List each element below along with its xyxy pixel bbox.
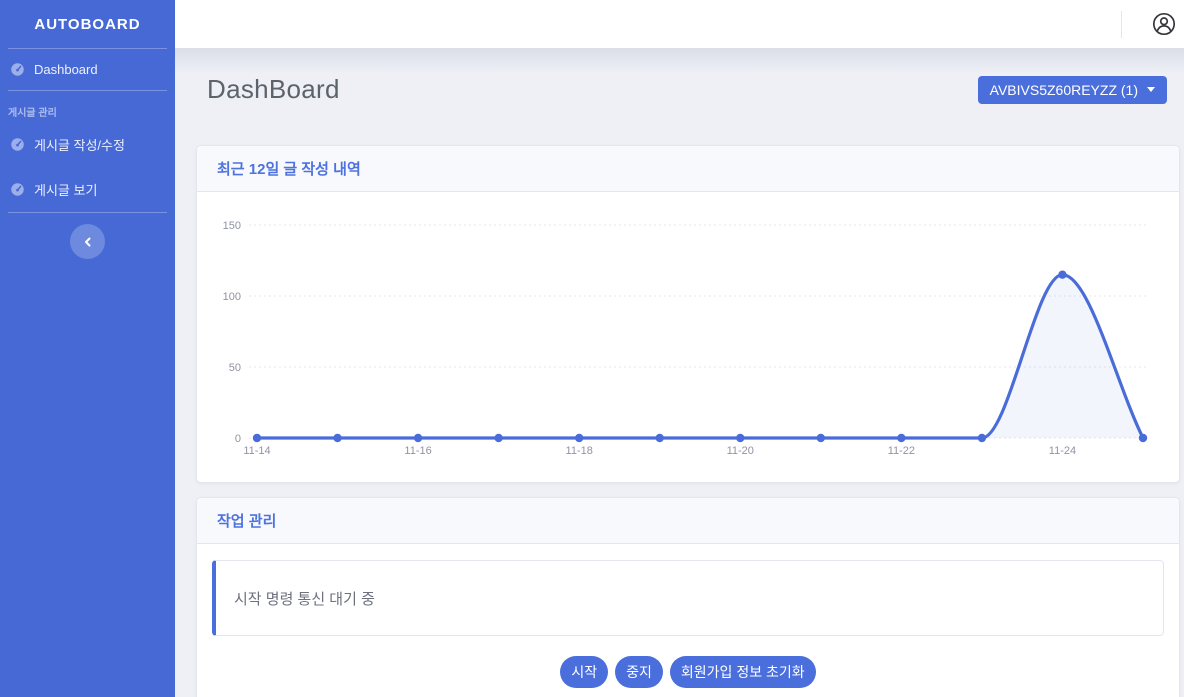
sidebar-item-post-edit[interactable]: 게시글 작성/수정 bbox=[0, 122, 175, 167]
topbar-divider bbox=[1121, 10, 1122, 38]
page-head: DashBoard AVBIVS5Z60REYZZ (1) bbox=[196, 74, 1180, 105]
svg-text:150: 150 bbox=[223, 220, 241, 232]
start-button[interactable]: 시작 bbox=[560, 656, 609, 688]
svg-text:11-24: 11-24 bbox=[1049, 445, 1076, 457]
svg-text:11-16: 11-16 bbox=[404, 445, 431, 457]
recent-posts-card-title: 최근 12일 글 작성 내역 bbox=[197, 146, 1179, 192]
speedometer-icon bbox=[11, 63, 24, 76]
job-management-card-title: 작업 관리 bbox=[197, 498, 1179, 544]
person-circle-icon bbox=[1152, 12, 1176, 36]
posts-line-chart: 0 50 100 150 11-14 11-16 11-18 11-20 11-22 11-24 bbox=[223, 220, 1149, 457]
status-message-box: 시작 명령 통신 대기 중 bbox=[212, 560, 1164, 636]
sidebar-section-label: 게시글 관리 bbox=[8, 108, 57, 119]
sidebar-item-post-view[interactable]: 게시글 보기 bbox=[0, 167, 175, 212]
reset-signup-info-button[interactable]: 회원가입 정보 초기화 bbox=[669, 656, 816, 688]
sidebar-item-label: 게시글 작성/수정 bbox=[34, 138, 125, 153]
sidebar-divider bbox=[8, 48, 167, 49]
job-card-body: 시작 명령 통신 대기 중 시작 중지 회원가입 정보 초기화 bbox=[197, 544, 1179, 697]
sidebar-item-dashboard[interactable]: Dashboard bbox=[0, 49, 175, 90]
sidebar-item-label: Dashboard bbox=[34, 62, 98, 77]
job-buttons-row: 시작 중지 회원가입 정보 초기화 bbox=[212, 656, 1164, 688]
job-management-card: 작업 관리 시작 명령 통신 대기 중 시작 중지 회원가입 정보 초기화 bbox=[196, 497, 1180, 697]
caret-down-icon bbox=[1147, 87, 1155, 92]
status-message: 시작 명령 통신 대기 중 bbox=[234, 590, 375, 608]
svg-text:11-18: 11-18 bbox=[566, 445, 593, 457]
chart-body: 0 50 100 150 11-14 11-16 11-18 11-20 11-22 11-24 bbox=[197, 192, 1179, 482]
sidebar: AUTOBOARD Dashboard 게시글 관리 게시글 작성/수정 bbox=[0, 0, 175, 697]
sidebar-divider bbox=[8, 212, 167, 213]
recent-posts-card: 최근 12일 글 작성 내역 0 50 100 150 11-14 11-16 11-18 1… bbox=[196, 145, 1180, 483]
svg-text:11-14: 11-14 bbox=[243, 445, 270, 457]
account-dropdown-button[interactable]: AVBIVS5Z60REYZZ (1) bbox=[977, 75, 1167, 104]
sidebar-collapse-button[interactable] bbox=[70, 224, 105, 259]
sidebar-item-label: 게시글 보기 bbox=[34, 183, 98, 198]
stop-button[interactable]: 중지 bbox=[615, 656, 663, 688]
account-dropdown-label: AVBIVS5Z60REYZZ (1) bbox=[989, 81, 1138, 98]
svg-text:11-20: 11-20 bbox=[727, 445, 754, 457]
speedometer-icon bbox=[11, 138, 24, 151]
main-content: DashBoard AVBIVS5Z60REYZZ (1) 최근 12일 글 작… bbox=[175, 48, 1184, 697]
brand-title: AUTOBOARD bbox=[34, 15, 141, 33]
sidebar-divider bbox=[8, 90, 167, 91]
svg-text:0: 0 bbox=[235, 433, 241, 445]
user-menu-button[interactable] bbox=[1152, 12, 1176, 36]
speedometer-icon bbox=[11, 183, 24, 196]
svg-text:11-22: 11-22 bbox=[888, 445, 915, 457]
topbar bbox=[175, 0, 1184, 48]
svg-text:100: 100 bbox=[223, 291, 241, 303]
page-title: DashBoard bbox=[207, 74, 340, 104]
chevron-left-icon bbox=[84, 237, 90, 246]
svg-text:50: 50 bbox=[229, 362, 241, 374]
